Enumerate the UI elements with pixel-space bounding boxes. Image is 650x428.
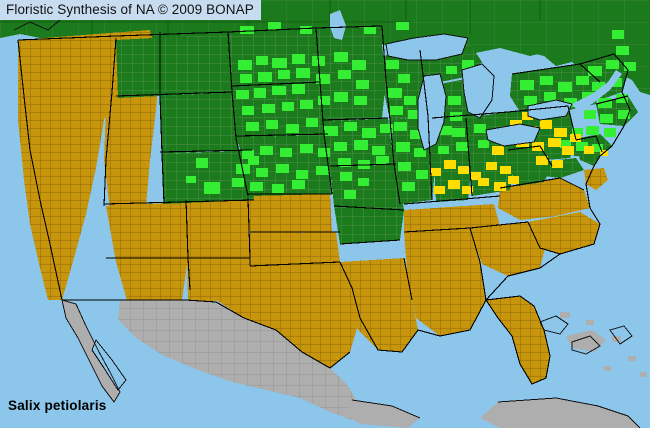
credit-text: Floristic Synthesis of NA © 2009 BONAP <box>6 2 254 17</box>
bonap-credit-banner: Floristic Synthesis of NA © 2009 BONAP <box>0 0 261 20</box>
state-borders <box>17 25 631 385</box>
species-name-label: Salix petiolaris <box>8 398 107 413</box>
counties-present <box>186 22 636 199</box>
states-not-present <box>18 30 608 384</box>
species-name-text: Salix petiolaris <box>8 398 107 413</box>
coastline-outlines <box>13 19 641 428</box>
